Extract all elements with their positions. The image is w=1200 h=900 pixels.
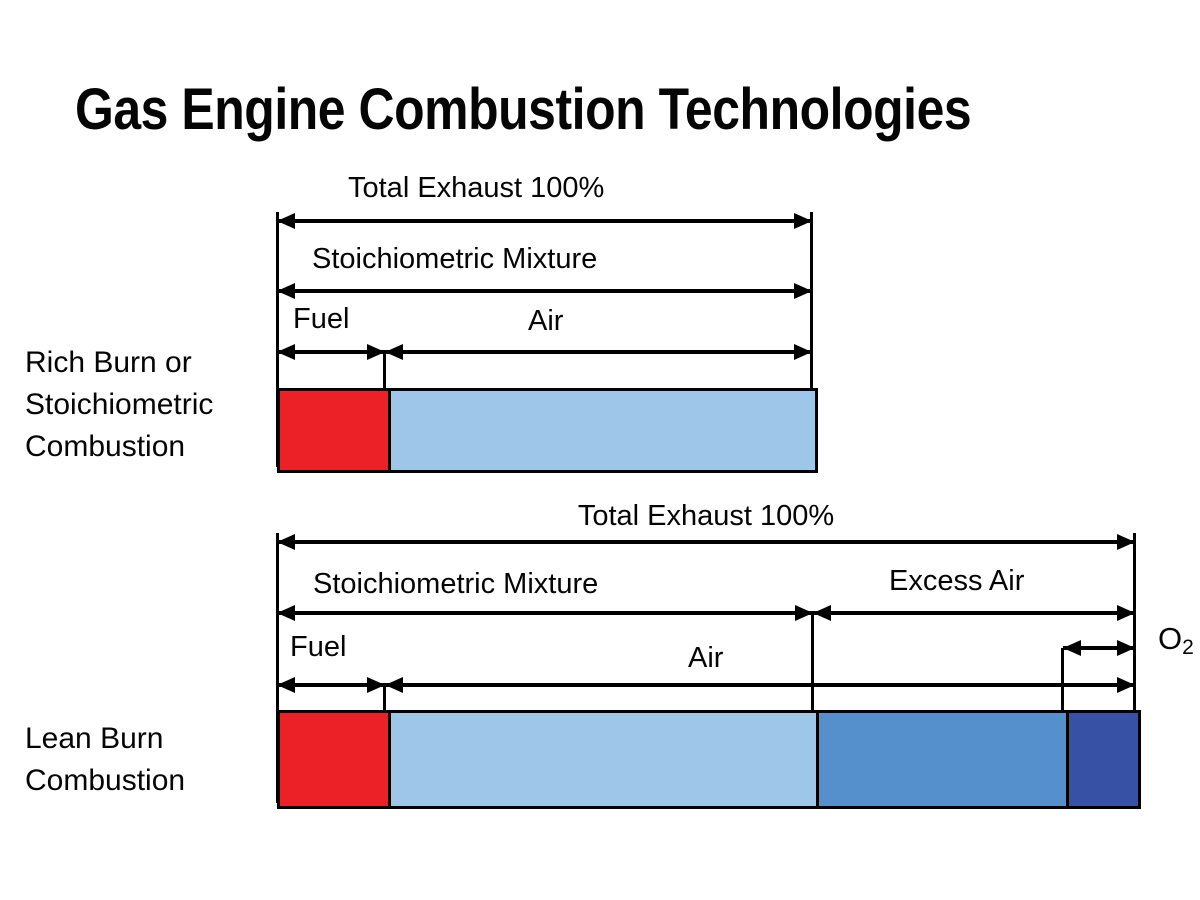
lean-left-edge-line — [276, 533, 279, 803]
lean-right-edge-line — [1133, 533, 1136, 803]
lean-o2-arrow — [1063, 640, 1135, 656]
lean-o2-label: O2 — [1158, 622, 1194, 665]
rich-fuel-arrow — [277, 344, 385, 360]
lean-fuel-air-divider-line — [383, 685, 386, 710]
air-segment — [388, 713, 817, 806]
rich-total-exhaust-label: Total Exhaust 100% — [348, 172, 605, 204]
lean-excess-air-label: Excess Air — [889, 565, 1025, 597]
lean-stoichiometric-arrow — [277, 605, 813, 621]
lean-burn-row-label: Lean Burn Combustion — [25, 722, 186, 797]
rich-air-arrow — [385, 344, 812, 360]
lean-total-exhaust-arrow — [277, 534, 1135, 550]
o2-symbol: O — [1158, 621, 1183, 656]
lean-stoich-excess-divider-line — [811, 613, 814, 710]
lean-air-label: Air — [688, 642, 724, 674]
lean-air-arrow — [385, 677, 1135, 693]
excess-air-segment — [816, 713, 1066, 806]
lean-excess-o2-divider-line — [1061, 648, 1064, 710]
lean-fuel-label: Fuel — [290, 631, 347, 663]
rich-right-edge-line — [810, 212, 813, 467]
fuel-segment — [280, 391, 389, 470]
rich-air-label: Air — [528, 305, 564, 337]
rich-total-exhaust-arrow — [277, 213, 812, 229]
lean-fuel-arrow — [277, 677, 385, 693]
o2-subscript: 2 — [1182, 636, 1194, 659]
rich-burn-row-label: Rich Burn or Stoichiometric Combustion — [25, 346, 214, 463]
rich-left-edge-line — [276, 212, 279, 467]
rich-mixture-bar — [277, 388, 818, 473]
lean-exhaust-bar — [277, 710, 1141, 809]
air-segment — [388, 391, 815, 470]
lean-excess-air-arrow — [813, 605, 1135, 621]
rich-fuel-air-divider-line — [383, 352, 386, 390]
o2-segment — [1065, 713, 1138, 806]
rich-fuel-label: Fuel — [293, 303, 350, 335]
slide-title: Gas Engine Combustion Technologies — [75, 77, 972, 142]
rich-stoichiometric-arrow — [277, 283, 812, 299]
fuel-segment — [280, 713, 389, 806]
rich-stoichiometric-label: Stoichiometric Mixture — [312, 243, 598, 275]
lean-stoichiometric-label: Stoichiometric Mixture — [313, 568, 599, 600]
lean-total-exhaust-label: Total Exhaust 100% — [577, 500, 835, 532]
